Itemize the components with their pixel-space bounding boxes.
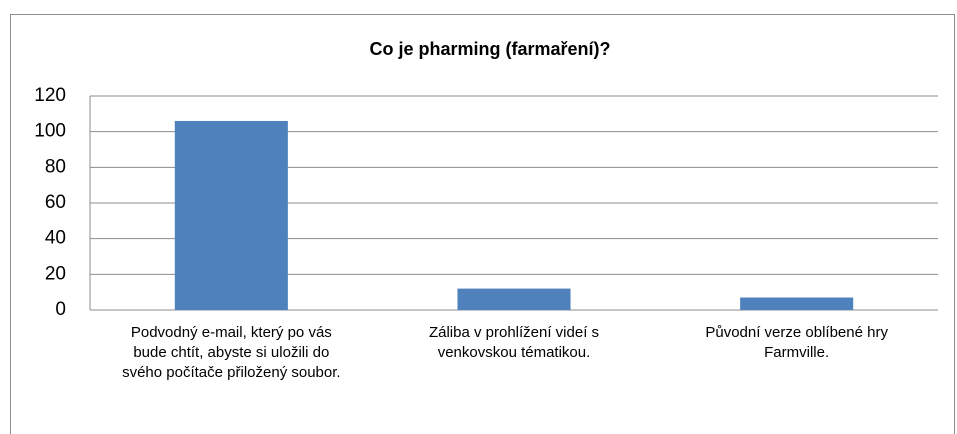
chart-frame	[10, 14, 955, 434]
y-tick-label: 40	[45, 228, 66, 249]
x-tick-label: Podvodný e-mail, který po vás bude chtít…	[122, 324, 341, 381]
y-tick-label: 60	[45, 192, 66, 213]
bar	[457, 288, 571, 310]
y-tick-label: 20	[45, 263, 66, 284]
x-tick-label: Původní verze oblíbené hry Farmville.	[705, 324, 888, 361]
y-tick-label: 120	[34, 85, 66, 106]
bar	[174, 120, 288, 310]
y-tick-label: 100	[34, 121, 66, 142]
y-tick-label: 80	[45, 156, 66, 177]
x-tick-label: Záliba v prohlížení videí s venkovskou t…	[428, 324, 600, 361]
bar	[740, 297, 854, 310]
chart-title: Co je pharming (farmaření)?	[369, 39, 610, 59]
y-tick-label: 0	[55, 299, 66, 320]
